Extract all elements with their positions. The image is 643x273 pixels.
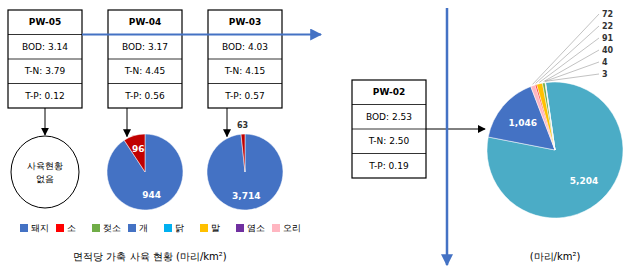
info-box-text: PW-02 xyxy=(373,87,405,97)
data-label: 22 xyxy=(602,22,613,31)
pie: 944 96 xyxy=(107,134,183,210)
info-box-divider xyxy=(8,59,82,60)
pie-slice xyxy=(537,83,555,150)
data-label: 4 xyxy=(602,58,608,67)
leader-line xyxy=(536,26,599,83)
leader-line xyxy=(545,74,599,81)
legend-swatch xyxy=(272,224,280,232)
legend-swatch xyxy=(164,224,172,232)
info-box: PW-05 BOD: 3.14 T-N: 3.79 T-P: 0.12 xyxy=(8,10,82,108)
legend-label: 오리 xyxy=(283,223,301,233)
connector-arrow xyxy=(426,129,485,130)
info-box-frame xyxy=(108,10,182,108)
connector-arrow xyxy=(45,108,46,135)
leader-line xyxy=(545,62,599,81)
circle-text: 없음 xyxy=(36,174,54,184)
info-box-text: T-P: 0.12 xyxy=(24,91,64,101)
info-box-divider xyxy=(352,153,426,154)
info-box: PW-02 BOD: 2.53 T-N: 2.50 T-P: 0.19 xyxy=(352,80,426,178)
flow-arrow xyxy=(446,8,449,265)
info-box-divider xyxy=(8,34,82,35)
info-box-text: BOD: 3.17 xyxy=(122,42,168,52)
pie-slice xyxy=(487,82,623,218)
pie-slice xyxy=(124,134,145,172)
data-label: 5,204 xyxy=(570,176,598,186)
data-label: 3 xyxy=(602,70,608,79)
legend-swatch xyxy=(236,224,244,232)
pie-slice xyxy=(545,83,555,150)
info-box-text: T-P: 0.56 xyxy=(124,91,165,101)
circle-note: 사육현황없음 xyxy=(11,136,79,208)
info-box-frame xyxy=(208,10,282,108)
pie-slice xyxy=(542,83,555,150)
info-box-text: T-P: 0.19 xyxy=(368,161,409,171)
legend-label: 말 xyxy=(211,223,220,233)
info-box-text: T-N: 4.45 xyxy=(124,66,166,76)
info-box-text: T-P: 0.57 xyxy=(224,91,264,101)
data-label: 91 xyxy=(602,34,614,43)
info-box-divider xyxy=(108,59,182,60)
info-box-divider xyxy=(208,83,282,84)
legend-label: 소 xyxy=(67,223,76,233)
connector-arrow xyxy=(227,108,228,137)
legend-label: 닭 xyxy=(175,223,184,233)
legend-label: 돼지 xyxy=(31,223,49,233)
data-label: 3,714 xyxy=(232,191,260,201)
pie: 3,714 63 xyxy=(207,121,283,210)
info-box-text: BOD: 2.53 xyxy=(366,112,412,122)
pie-slice xyxy=(545,83,555,150)
info-box-divider xyxy=(352,129,426,130)
data-label: 1,046 xyxy=(509,118,537,128)
info-box-divider xyxy=(8,83,82,84)
info-box-text: PW-05 xyxy=(29,17,61,27)
legend-swatch xyxy=(92,224,100,232)
info-box-text: PW-04 xyxy=(129,17,161,27)
info-box-text: PW-03 xyxy=(229,17,261,27)
data-label: 40 xyxy=(602,46,614,55)
data-label: 63 xyxy=(237,121,248,130)
info-box-text: T-N: 2.50 xyxy=(368,136,410,146)
pie: 5,204 1,046 72 22 91 40 4 3 xyxy=(487,10,623,219)
pie-slice xyxy=(107,134,183,210)
legend-swatch xyxy=(200,224,208,232)
data-label: 72 xyxy=(602,10,613,19)
legend-label: 염소 xyxy=(247,223,265,233)
pie-slice xyxy=(207,134,283,210)
info-box-divider xyxy=(108,83,182,84)
chart: PW-05 BOD: 3.14 T-N: 3.79 T-P: 0.12 PW-04 BOD… xyxy=(0,0,643,273)
legend-label: 개 xyxy=(139,223,148,233)
info-box-text: BOD: 4.03 xyxy=(222,42,268,52)
chart-title: 면적당 가축 사육 현황 (마리/km²) xyxy=(73,251,227,262)
circle-text: 사육현황 xyxy=(27,161,63,171)
info-box-text: T-N: 4.15 xyxy=(224,66,266,76)
info-box-divider xyxy=(352,104,426,105)
leader-line xyxy=(544,50,599,82)
legend-swatch xyxy=(128,224,136,232)
circle-frame xyxy=(11,136,79,208)
info-box-text: T-N: 3.79 xyxy=(24,66,66,76)
data-label: 96 xyxy=(132,144,145,154)
flow-arrow xyxy=(82,33,321,35)
data-label: 944 xyxy=(142,190,161,200)
info-box-frame xyxy=(8,10,82,108)
info-box-frame xyxy=(352,80,426,178)
info-box: PW-03 BOD: 4.03 T-N: 4.15 T-P: 0.57 xyxy=(208,10,282,108)
legend-swatch xyxy=(56,224,64,232)
legend: 돼지 소 젖소 개 닭 말 염소 오리 xyxy=(20,223,301,233)
legend-label: 젖소 xyxy=(103,223,121,233)
pie-slice xyxy=(241,134,245,172)
chart-title: (마리/km²) xyxy=(530,251,581,262)
info-box-divider xyxy=(208,59,282,60)
info-box: PW-04 BOD: 3.17 T-N: 4.45 T-P: 0.56 xyxy=(108,10,182,108)
leader-line xyxy=(539,38,599,82)
connector-arrow xyxy=(127,108,128,137)
info-box-text: BOD: 3.14 xyxy=(22,42,68,52)
leader-line xyxy=(533,14,599,84)
legend-swatch xyxy=(20,224,28,232)
